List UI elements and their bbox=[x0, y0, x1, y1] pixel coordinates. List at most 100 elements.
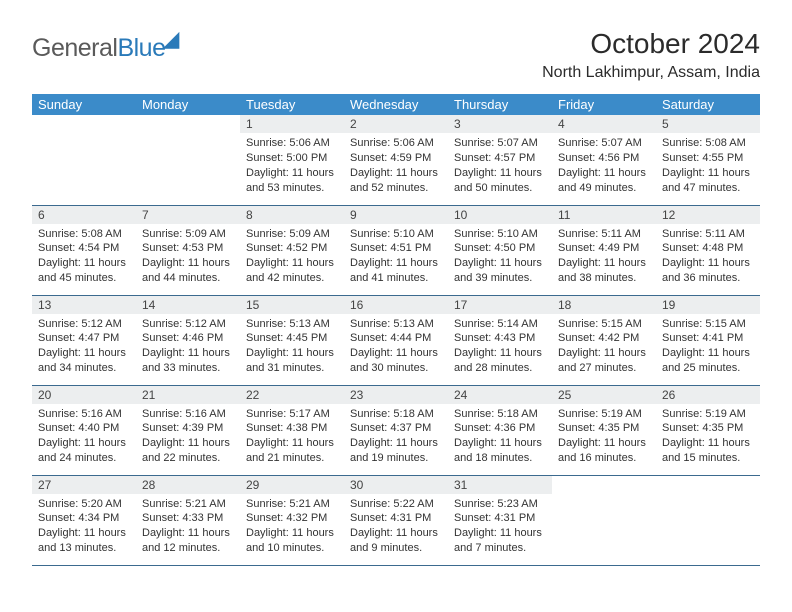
day-details: Sunrise: 5:12 AMSunset: 4:46 PMDaylight:… bbox=[136, 314, 240, 382]
sunset-line: Sunset: 4:46 PM bbox=[142, 331, 234, 346]
daylight-line: Daylight: 11 hours and 38 minutes. bbox=[558, 256, 650, 286]
sunrise-line: Sunrise: 5:09 AM bbox=[246, 227, 338, 242]
sunset-line: Sunset: 4:33 PM bbox=[142, 511, 234, 526]
sunrise-line: Sunrise: 5:06 AM bbox=[350, 136, 442, 151]
sunset-line: Sunset: 4:31 PM bbox=[454, 511, 546, 526]
day-number: 25 bbox=[552, 386, 656, 404]
day-number: 19 bbox=[656, 296, 760, 314]
day-details bbox=[32, 133, 136, 142]
calendar-row: 13Sunrise: 5:12 AMSunset: 4:47 PMDayligh… bbox=[32, 295, 760, 385]
calendar-cell: 11 Sunrise: 5:11 AMSunset: 4:49 PMDayligh… bbox=[552, 205, 656, 295]
sunrise-line: Sunrise: 5:06 AM bbox=[246, 136, 338, 151]
sunrise-line: Sunrise: 5:07 AM bbox=[454, 136, 546, 151]
day-details: Sunrise: 5:08 AMSunset: 4:54 PMDaylight:… bbox=[32, 224, 136, 292]
day-number: 7 bbox=[136, 206, 240, 224]
day-number: 4 bbox=[552, 115, 656, 133]
daylight-line: Daylight: 11 hours and 52 minutes. bbox=[350, 166, 442, 196]
calendar-cell: 22 Sunrise: 5:17 AMSunset: 4:38 PMDayligh… bbox=[240, 385, 344, 475]
calendar-cell: 26Sunrise: 5:19 AMSunset: 4:35 PMDayligh… bbox=[656, 385, 760, 475]
day-number bbox=[552, 476, 656, 494]
calendar-cell: 18Sunrise: 5:15 AMSunset: 4:42 PMDayligh… bbox=[552, 295, 656, 385]
logo: GeneralBlue◢ bbox=[32, 34, 182, 63]
sunrise-line: Sunrise: 5:11 AM bbox=[558, 227, 650, 242]
day-details bbox=[136, 133, 240, 142]
day-number: 9 bbox=[344, 206, 448, 224]
sunset-line: Sunset: 4:45 PM bbox=[246, 331, 338, 346]
day-details: Sunrise: 5:16 AMSunset: 4:40 PMDaylight:… bbox=[32, 404, 136, 472]
day-details: Sunrise: 5:06 AMSunset: 5:00 PMDaylight:… bbox=[240, 133, 344, 201]
calendar-cell bbox=[552, 475, 656, 565]
day-details: Sunrise: 5:16 AMSunset: 4:39 PMDaylight:… bbox=[136, 404, 240, 472]
sunset-line: Sunset: 4:41 PM bbox=[662, 331, 754, 346]
day-details: Sunrise: 5:22 AMSunset: 4:31 PMDaylight:… bbox=[344, 494, 448, 562]
day-details: Sunrise: 5:14 AMSunset: 4:43 PMDaylight:… bbox=[448, 314, 552, 382]
sunrise-line: Sunrise: 5:21 AM bbox=[246, 497, 338, 512]
day-details: Sunrise: 5:13 AMSunset: 4:44 PMDaylight:… bbox=[344, 314, 448, 382]
sunset-line: Sunset: 4:59 PM bbox=[350, 151, 442, 166]
daylight-line: Daylight: 11 hours and 16 minutes. bbox=[558, 436, 650, 466]
weekday-header: Thursday bbox=[448, 94, 552, 115]
sunset-line: Sunset: 4:38 PM bbox=[246, 421, 338, 436]
daylight-line: Daylight: 11 hours and 28 minutes. bbox=[454, 346, 546, 376]
month-title: October 2024 bbox=[542, 28, 760, 60]
sunrise-line: Sunrise: 5:23 AM bbox=[454, 497, 546, 512]
daylight-line: Daylight: 11 hours and 21 minutes. bbox=[246, 436, 338, 466]
day-number: 16 bbox=[344, 296, 448, 314]
calendar-cell: 23Sunrise: 5:18 AMSunset: 4:37 PMDayligh… bbox=[344, 385, 448, 475]
calendar-cell: 20Sunrise: 5:16 AMSunset: 4:40 PMDayligh… bbox=[32, 385, 136, 475]
daylight-line: Daylight: 11 hours and 41 minutes. bbox=[350, 256, 442, 286]
sunrise-line: Sunrise: 5:09 AM bbox=[142, 227, 234, 242]
sunset-line: Sunset: 5:00 PM bbox=[246, 151, 338, 166]
daylight-line: Daylight: 11 hours and 22 minutes. bbox=[142, 436, 234, 466]
day-details: Sunrise: 5:19 AMSunset: 4:35 PMDaylight:… bbox=[656, 404, 760, 472]
day-number: 11 bbox=[552, 206, 656, 224]
day-number: 12 bbox=[656, 206, 760, 224]
sunset-line: Sunset: 4:44 PM bbox=[350, 331, 442, 346]
day-details: Sunrise: 5:12 AMSunset: 4:47 PMDaylight:… bbox=[32, 314, 136, 382]
calendar-cell bbox=[136, 115, 240, 205]
day-details: Sunrise: 5:07 AMSunset: 4:56 PMDaylight:… bbox=[552, 133, 656, 201]
daylight-line: Daylight: 11 hours and 47 minutes. bbox=[662, 166, 754, 196]
calendar-cell: 25Sunrise: 5:19 AMSunset: 4:35 PMDayligh… bbox=[552, 385, 656, 475]
weekday-header: Sunday bbox=[32, 94, 136, 115]
calendar-body: 1Sunrise: 5:06 AMSunset: 5:00 PMDaylight… bbox=[32, 115, 760, 565]
calendar-cell: 13Sunrise: 5:12 AMSunset: 4:47 PMDayligh… bbox=[32, 295, 136, 385]
sunset-line: Sunset: 4:35 PM bbox=[662, 421, 754, 436]
sunrise-line: Sunrise: 5:10 AM bbox=[350, 227, 442, 242]
sunrise-line: Sunrise: 5:20 AM bbox=[38, 497, 130, 512]
day-number: 10 bbox=[448, 206, 552, 224]
sunrise-line: Sunrise: 5:15 AM bbox=[558, 317, 650, 332]
logo-text-blue: Blue bbox=[117, 34, 165, 63]
sunset-line: Sunset: 4:39 PM bbox=[142, 421, 234, 436]
day-details: Sunrise: 5:20 AMSunset: 4:34 PMDaylight:… bbox=[32, 494, 136, 562]
sunrise-line: Sunrise: 5:14 AM bbox=[454, 317, 546, 332]
day-details: Sunrise: 5:08 AMSunset: 4:55 PMDaylight:… bbox=[656, 133, 760, 201]
day-number: 26 bbox=[656, 386, 760, 404]
sunrise-line: Sunrise: 5:17 AM bbox=[246, 407, 338, 422]
calendar-cell: 1Sunrise: 5:06 AMSunset: 5:00 PMDaylight… bbox=[240, 115, 344, 205]
sunset-line: Sunset: 4:36 PM bbox=[454, 421, 546, 436]
calendar-row: 20Sunrise: 5:16 AMSunset: 4:40 PMDayligh… bbox=[32, 385, 760, 475]
calendar-cell: 10Sunrise: 5:10 AMSunset: 4:50 PMDayligh… bbox=[448, 205, 552, 295]
day-details: Sunrise: 5:09 AMSunset: 4:52 PMDaylight:… bbox=[240, 224, 344, 292]
day-details: Sunrise: 5:10 AMSunset: 4:51 PMDaylight:… bbox=[344, 224, 448, 292]
day-number: 8 bbox=[240, 206, 344, 224]
day-number: 22 bbox=[240, 386, 344, 404]
calendar-cell: 19Sunrise: 5:15 AMSunset: 4:41 PMDayligh… bbox=[656, 295, 760, 385]
day-details: Sunrise: 5:10 AMSunset: 4:50 PMDaylight:… bbox=[448, 224, 552, 292]
calendar-cell: 2Sunrise: 5:06 AMSunset: 4:59 PMDaylight… bbox=[344, 115, 448, 205]
day-number: 21 bbox=[136, 386, 240, 404]
calendar-cell bbox=[32, 115, 136, 205]
sunset-line: Sunset: 4:51 PM bbox=[350, 241, 442, 256]
sunset-line: Sunset: 4:42 PM bbox=[558, 331, 650, 346]
daylight-line: Daylight: 11 hours and 45 minutes. bbox=[38, 256, 130, 286]
sunrise-line: Sunrise: 5:22 AM bbox=[350, 497, 442, 512]
day-details: Sunrise: 5:07 AMSunset: 4:57 PMDaylight:… bbox=[448, 133, 552, 201]
day-number: 14 bbox=[136, 296, 240, 314]
sunset-line: Sunset: 4:49 PM bbox=[558, 241, 650, 256]
sunrise-line: Sunrise: 5:10 AM bbox=[454, 227, 546, 242]
calendar-cell: 27Sunrise: 5:20 AMSunset: 4:34 PMDayligh… bbox=[32, 475, 136, 565]
day-details: Sunrise: 5:21 AMSunset: 4:33 PMDaylight:… bbox=[136, 494, 240, 562]
sunset-line: Sunset: 4:50 PM bbox=[454, 241, 546, 256]
weekday-header-row: Sunday Monday Tuesday Wednesday Thursday… bbox=[32, 94, 760, 115]
